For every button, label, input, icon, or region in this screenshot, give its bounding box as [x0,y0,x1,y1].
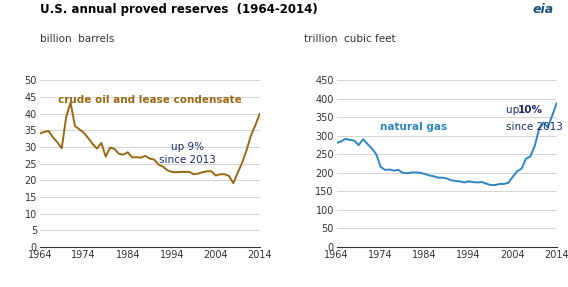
Text: eia: eia [533,3,554,16]
Text: up 9%
since 2013: up 9% since 2013 [158,142,216,165]
Text: natural gas: natural gas [380,122,447,132]
Text: since 2013: since 2013 [506,122,563,132]
Text: billion  barrels: billion barrels [40,34,114,44]
Text: trillion  cubic feet: trillion cubic feet [304,34,395,44]
Text: U.S. annual proved reserves  (1964-2014): U.S. annual proved reserves (1964-2014) [40,3,318,16]
Text: crude oil and lease condensate: crude oil and lease condensate [58,95,241,105]
Text: 10%: 10% [518,105,543,115]
Text: up: up [506,105,523,115]
